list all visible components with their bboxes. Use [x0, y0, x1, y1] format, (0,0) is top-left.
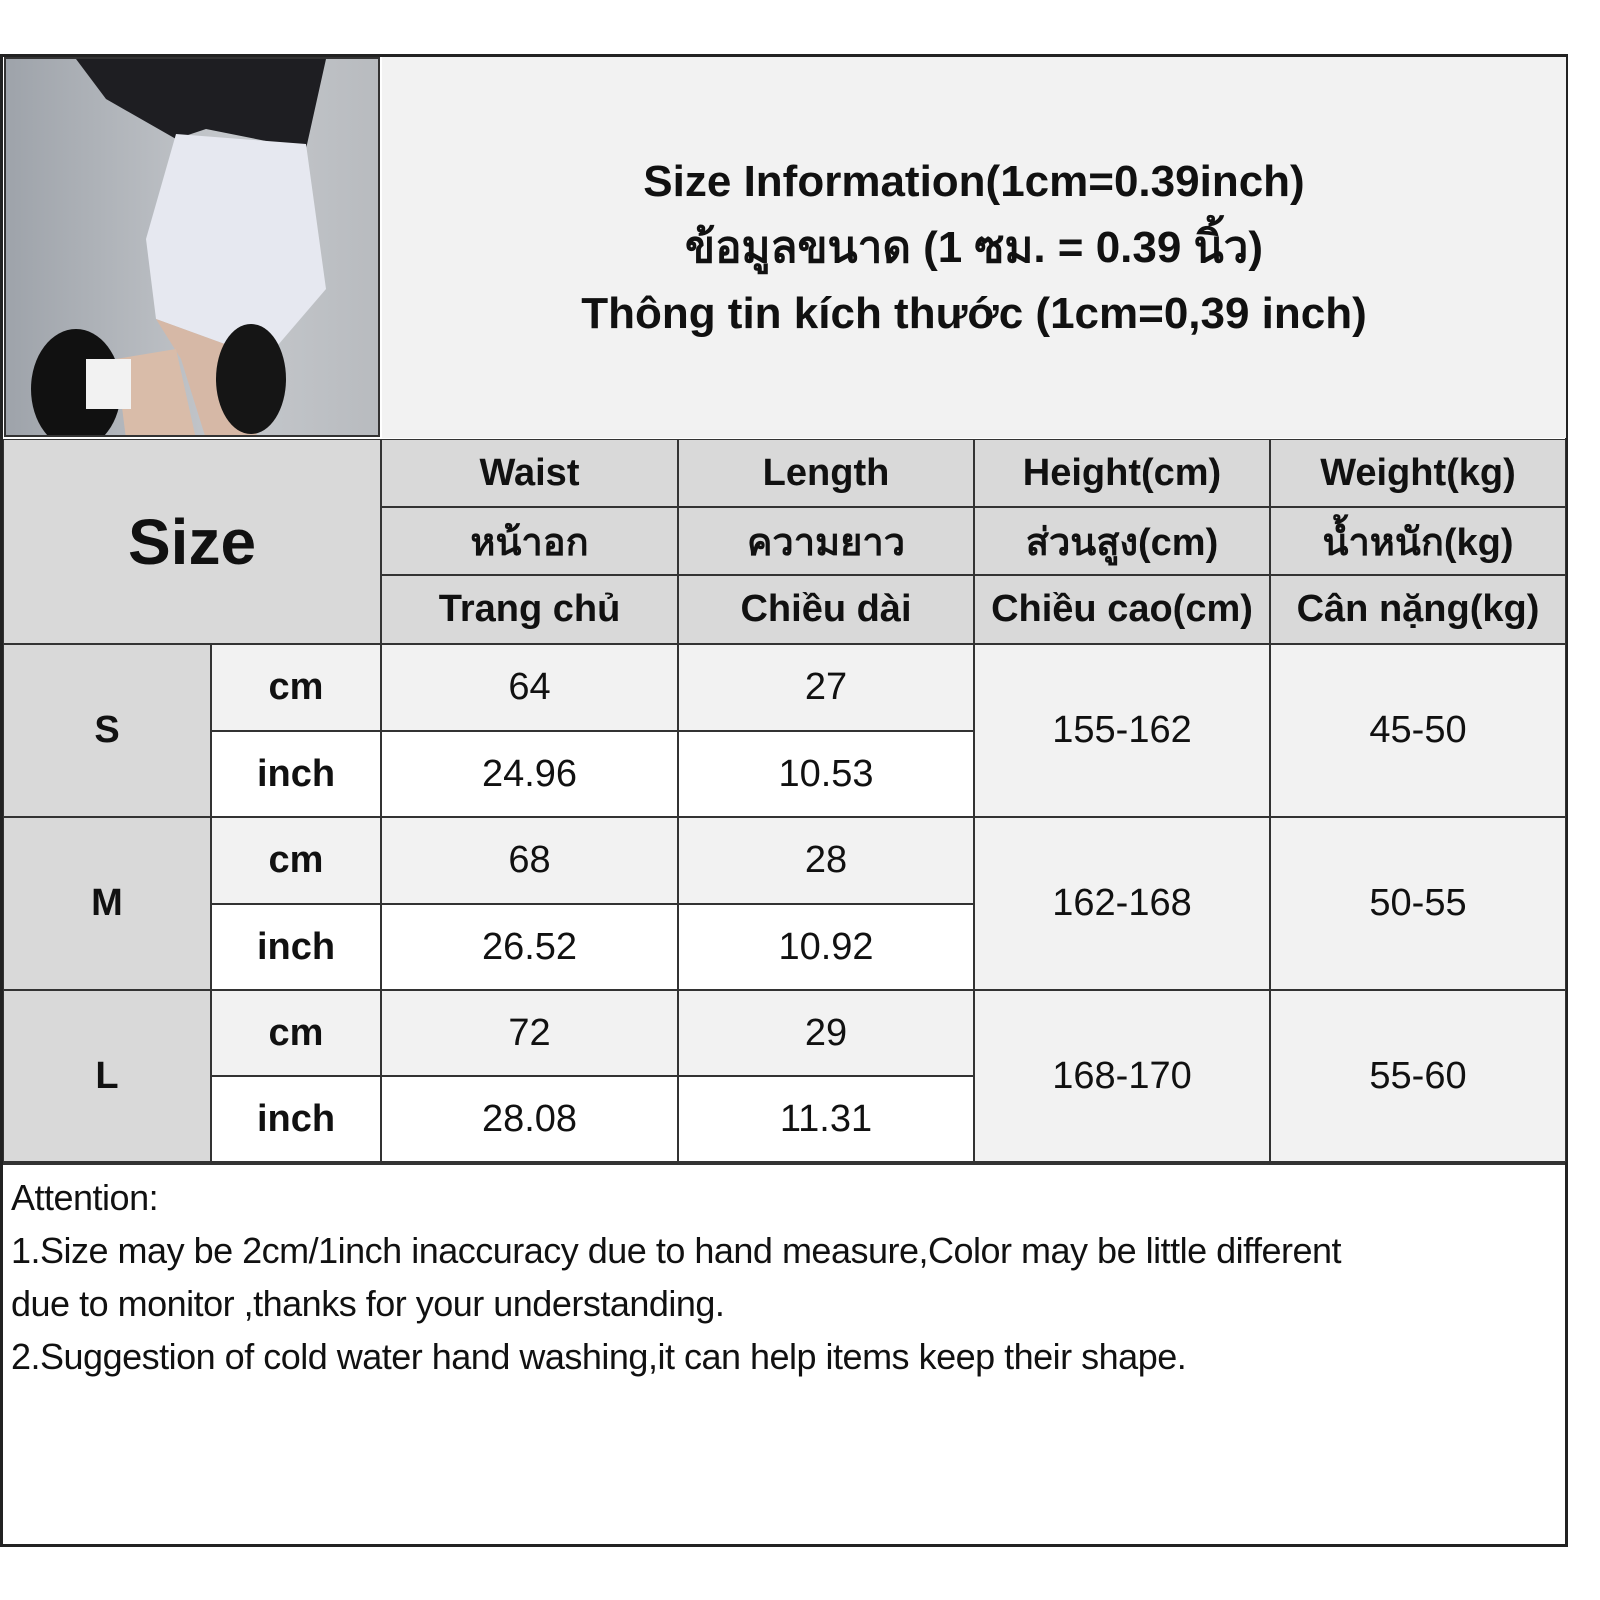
unit-inch: inch: [211, 731, 381, 817]
waist-cm: 64: [381, 644, 678, 731]
column-header-en: Length: [678, 439, 974, 507]
column-header-th: ส่วนสูง(cm): [974, 507, 1270, 575]
column-header-vi: Chiều cao(cm): [974, 575, 1270, 644]
size-information-title: Size Information(1cm=0.39inch) ข้อมูลขนา…: [382, 57, 1566, 438]
length-inch: 11.31: [678, 1076, 974, 1162]
note-2: 2.Suggestion of cold water hand washing,…: [11, 1336, 1187, 1377]
length-cm: 27: [678, 644, 974, 731]
title-thai: ข้อมูลขนาด (1 ซม. = 0.39 นิ้ว): [684, 222, 1263, 272]
size-label: M: [3, 817, 211, 990]
height-range: 168-170: [974, 990, 1270, 1162]
height-range: 162-168: [974, 817, 1270, 990]
column-header-en: Waist: [381, 439, 678, 507]
size-header: Size: [3, 439, 381, 644]
length-cm: 28: [678, 817, 974, 904]
product-photo: [4, 57, 380, 437]
title-english: Size Information(1cm=0.39inch): [643, 156, 1305, 206]
column-header-en: Height(cm): [974, 439, 1270, 507]
length-cm: 29: [678, 990, 974, 1076]
column-header-th: หน้าอก: [381, 507, 678, 575]
column-header-th: ความยาว: [678, 507, 974, 575]
size-label: S: [3, 644, 211, 817]
attention-notes: Attention: 1.Size may be 2cm/1inch inacc…: [3, 1162, 1565, 1544]
unit-cm: cm: [211, 817, 381, 904]
weight-range: 50-55: [1270, 817, 1566, 990]
unit-inch: inch: [211, 904, 381, 990]
waist-inch: 24.96: [381, 731, 678, 817]
column-header-vi: Trang chủ: [381, 575, 678, 644]
notes-heading: Attention:: [11, 1177, 159, 1218]
waist-cm: 68: [381, 817, 678, 904]
note-1-continued: due to monitor ,thanks for your understa…: [11, 1283, 725, 1324]
unit-inch: inch: [211, 1076, 381, 1162]
unit-cm: cm: [211, 990, 381, 1076]
waist-cm: 72: [381, 990, 678, 1076]
height-range: 155-162: [974, 644, 1270, 817]
note-1: 1.Size may be 2cm/1inch inaccuracy due t…: [11, 1230, 1342, 1271]
weight-range: 55-60: [1270, 990, 1566, 1162]
column-header-en: Weight(kg): [1270, 439, 1566, 507]
length-inch: 10.92: [678, 904, 974, 990]
waist-inch: 26.52: [381, 904, 678, 990]
waist-inch: 28.08: [381, 1076, 678, 1162]
size-label: L: [3, 990, 211, 1162]
length-inch: 10.53: [678, 731, 974, 817]
column-header-vi: Chiều dài: [678, 575, 974, 644]
column-header-th: น้ำหนัก(kg): [1270, 507, 1566, 575]
unit-cm: cm: [211, 644, 381, 731]
column-header-vi: Cân nặng(kg): [1270, 575, 1566, 644]
weight-range: 45-50: [1270, 644, 1566, 817]
title-vietnamese: Thông tin kích thước (1cm=0,39 inch): [581, 288, 1367, 338]
